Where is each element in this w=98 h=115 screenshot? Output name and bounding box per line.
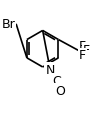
Text: C: C bbox=[52, 74, 61, 87]
Text: F: F bbox=[79, 40, 86, 53]
Text: F: F bbox=[83, 44, 90, 57]
Text: O: O bbox=[55, 84, 65, 97]
Text: N: N bbox=[45, 63, 55, 76]
Text: F: F bbox=[79, 49, 86, 62]
Text: Br: Br bbox=[2, 18, 15, 31]
